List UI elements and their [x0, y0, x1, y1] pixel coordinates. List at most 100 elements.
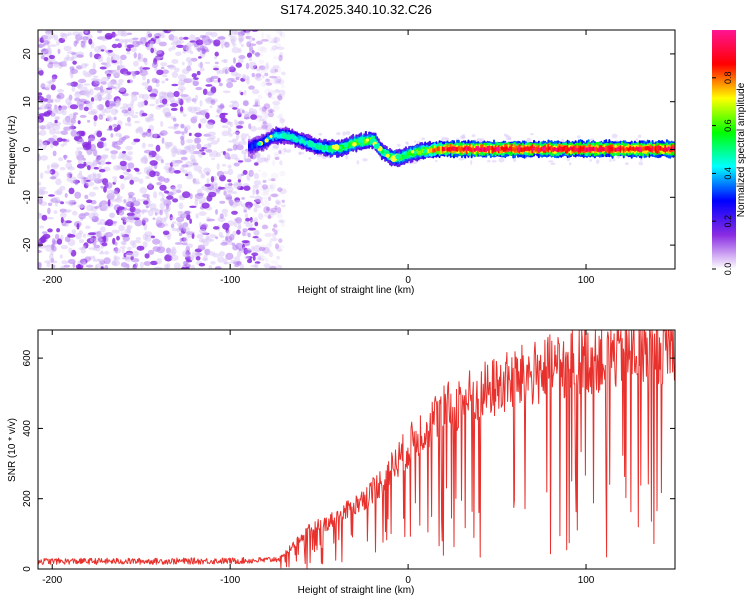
- spectrogram-noise-speck: [106, 56, 111, 64]
- spectrogram-noise-speck: [149, 160, 158, 166]
- spectrogram-noise-speck: [241, 150, 246, 155]
- spectrogram-noise-speck: [167, 95, 171, 101]
- spectrogram-ridge-cell: [456, 146, 459, 152]
- spectrogram-noise-speck: [40, 172, 44, 179]
- spectrogram-ridge-cell: [518, 145, 521, 151]
- spectrogram-noise-speck: [171, 59, 179, 64]
- spectrogram-noise-speck: [207, 251, 216, 256]
- spectrogram-noise-speck: [151, 62, 158, 69]
- spectrogram-noise-speck: [209, 105, 213, 109]
- spectrogram-ridge-cell: [664, 146, 667, 151]
- spectrogram-noise-speck: [264, 111, 269, 119]
- spectrogram-noise-speck: [264, 199, 268, 202]
- spectrogram-noise-speck: [161, 193, 165, 201]
- spectrogram-noise-speck: [242, 170, 248, 175]
- spectrogram-noise-speck: [138, 178, 144, 184]
- spectrogram-x-tick-label: 0: [405, 275, 411, 286]
- spectrogram-ridge-cell: [640, 147, 643, 153]
- spectrogram-noise-speck: [131, 258, 140, 263]
- spectrogram-noise-speck: [272, 232, 276, 238]
- spectrogram-noise-speck: [89, 88, 94, 96]
- spectrogram-noise-speck: [125, 122, 129, 127]
- spectrogram-noise-speck: [209, 234, 217, 239]
- spectrogram-ridge-cell: [582, 146, 585, 151]
- spectrogram-noise-speck: [471, 134, 476, 138]
- spectrogram-noise-speck: [132, 250, 139, 258]
- spectrogram-ridge-cell: [510, 146, 513, 152]
- spectrogram-noise-speck: [98, 55, 104, 63]
- spectrogram-noise-speck: [78, 213, 86, 220]
- spectrogram-noise-speck: [257, 45, 266, 52]
- spectrogram-noise-speck: [258, 53, 264, 57]
- spectrogram-noise-speck: [259, 183, 265, 187]
- spectrogram-noise-speck: [131, 242, 137, 248]
- spectrogram-ridge-cell: [630, 146, 633, 151]
- spectrogram-noise-speck: [275, 263, 279, 269]
- spectrogram-noise-speck: [230, 100, 238, 104]
- spectrogram-noise-speck: [278, 238, 283, 243]
- spectrogram-noise-speck: [203, 49, 210, 53]
- spectrogram-y-tick-label: 0: [22, 146, 33, 152]
- spectrogram-ridge-blob: [264, 138, 269, 143]
- spectrogram-noise-speck: [60, 143, 65, 147]
- spectrogram-noise-speck: [262, 179, 267, 183]
- spectrogram-ridge-cell: [502, 147, 505, 152]
- spectrogram-noise-speck: [111, 43, 118, 49]
- spectrogram-noise-speck: [136, 198, 141, 202]
- spectrogram-noise-speck: [70, 129, 78, 137]
- spectrogram-noise-speck: [143, 149, 152, 154]
- spectrogram-noise-speck: [269, 107, 273, 113]
- spectrogram-noise-speck: [84, 30, 89, 34]
- spectrogram-noise-speck: [103, 235, 107, 243]
- spectrogram-noise-speck: [221, 130, 229, 137]
- spectrogram-noise-speck: [269, 209, 275, 214]
- spectrogram-noise-speck: [285, 149, 292, 153]
- spectrogram-noise-speck: [99, 66, 107, 70]
- spectrogram-noise-speck: [81, 130, 85, 137]
- spectrogram-noise-speck: [219, 200, 226, 204]
- spectrogram-ridge-blob: [352, 142, 357, 147]
- spectrogram-ridge-cell: [571, 146, 574, 152]
- spectrogram-noise-speck: [167, 91, 173, 95]
- spectrogram-noise-speck: [272, 65, 280, 69]
- spectrogram-noise-speck: [50, 243, 55, 251]
- spectrogram-noise-speck: [205, 97, 212, 103]
- spectrogram-noise-speck: [239, 186, 244, 191]
- spectrogram-noise-speck: [46, 94, 52, 100]
- spectrogram-noise-speck: [117, 120, 123, 126]
- spectrogram-noise-speck: [245, 217, 251, 222]
- spectrogram-ridge-cell: [473, 148, 476, 152]
- spectrogram-noise-speck: [179, 111, 185, 114]
- spectrogram-ridge-cell: [568, 147, 571, 152]
- spectrogram-ridge-cell: [579, 146, 582, 151]
- spectrogram-noise-speck: [119, 175, 125, 179]
- spectrogram-noise-speck: [55, 178, 62, 186]
- spectrogram-ridge-cell: [427, 148, 430, 154]
- colorbar-gradient: [712, 30, 736, 269]
- spectrogram-noise-speck: [77, 120, 81, 125]
- spectrogram-noise-speck: [263, 213, 270, 217]
- spectrogram-noise-speck: [104, 32, 113, 40]
- spectrogram-noise-speck: [94, 264, 98, 269]
- spectrogram-noise-speck: [157, 176, 166, 182]
- spectrogram-noise-speck: [221, 164, 227, 167]
- spectrogram-ridge-cell: [275, 132, 278, 138]
- spectrogram-noise-speck: [269, 70, 274, 74]
- spectrogram-ridge-cell: [318, 144, 321, 149]
- spectrogram-noise-speck: [167, 235, 171, 241]
- spectrogram-noise-speck: [94, 206, 99, 209]
- spectrogram-noise-speck: [107, 49, 113, 53]
- spectrogram-noise-speck: [142, 74, 146, 81]
- spectrogram-noise-speck: [114, 82, 123, 86]
- spectrogram-noise-speck: [134, 219, 143, 227]
- spectrogram-noise-speck: [272, 160, 276, 167]
- spectrogram-noise-speck: [234, 119, 238, 126]
- spectrogram-noise-speck: [233, 181, 242, 189]
- spectrogram-noise-speck: [185, 173, 189, 177]
- spectrogram-noise-speck: [181, 213, 187, 219]
- spectrogram-noise-speck: [232, 144, 238, 151]
- spectrogram-noise-speck: [172, 117, 177, 122]
- spectrogram-noise-speck: [113, 126, 119, 132]
- spectrogram-ridge-cell: [534, 146, 537, 152]
